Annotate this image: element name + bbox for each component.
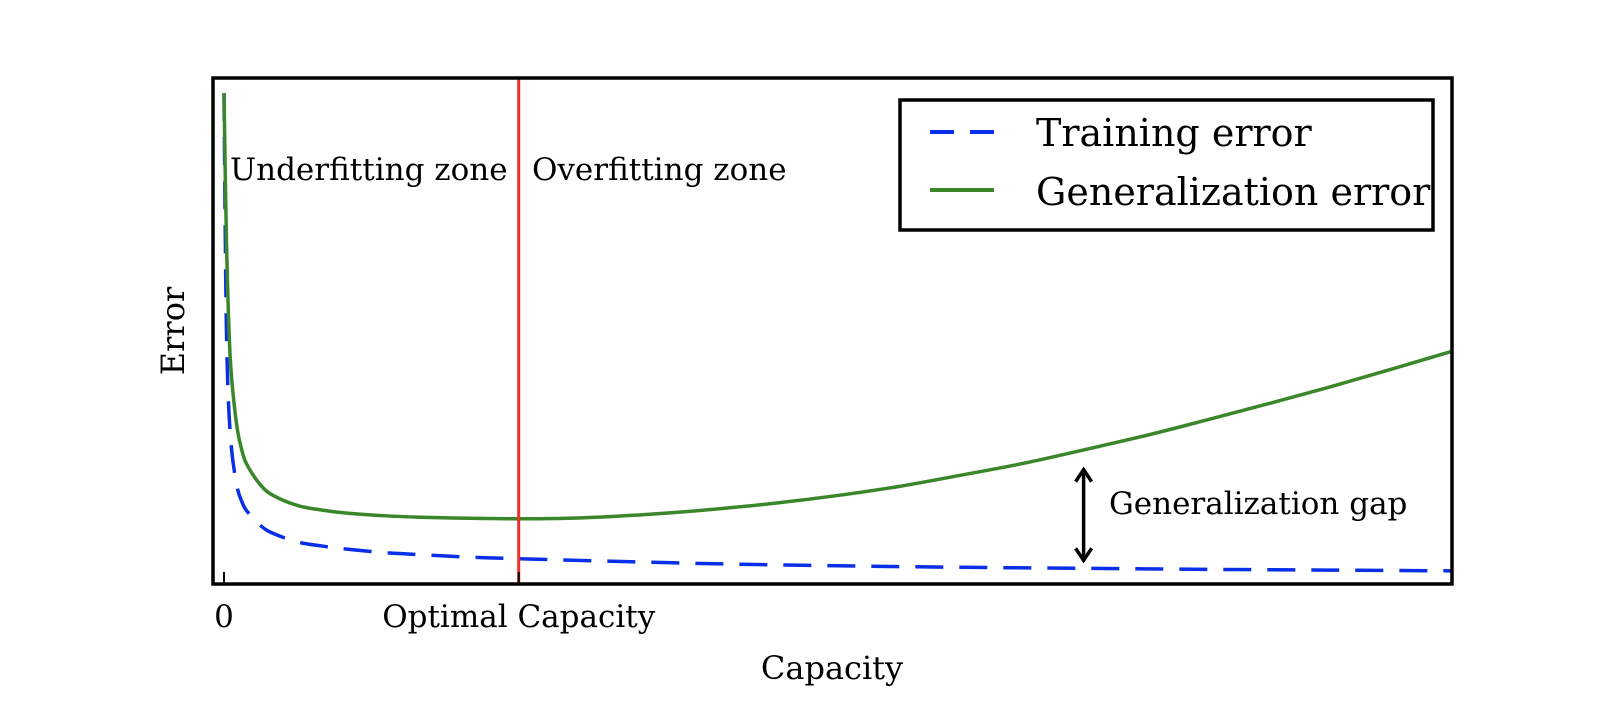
y-axis-label: Error xyxy=(154,286,192,375)
series-layer xyxy=(222,93,1452,573)
x-axis-label: Capacity xyxy=(761,649,903,687)
underfitting-zone-label: Underfitting zone xyxy=(230,152,508,188)
generalization-gap-label: Generalization gap xyxy=(1109,486,1407,522)
generalization-error-line xyxy=(222,93,1452,521)
legend: Training error Generalization error xyxy=(898,98,1435,232)
x-tick-label: 0 xyxy=(214,599,234,635)
generalization-gap-arrow xyxy=(1074,466,1094,564)
legend-training-label: Training error xyxy=(1036,111,1313,155)
x-tick-layer: 0 Optimal Capacity xyxy=(214,572,656,635)
legend-box xyxy=(898,98,1435,232)
overfitting-zone-label: Overfitting zone xyxy=(532,152,787,188)
x-tick-label: Optimal Capacity xyxy=(382,599,656,635)
plot-frame xyxy=(211,76,1454,586)
legend-generalization-label: Generalization error xyxy=(1036,170,1431,214)
